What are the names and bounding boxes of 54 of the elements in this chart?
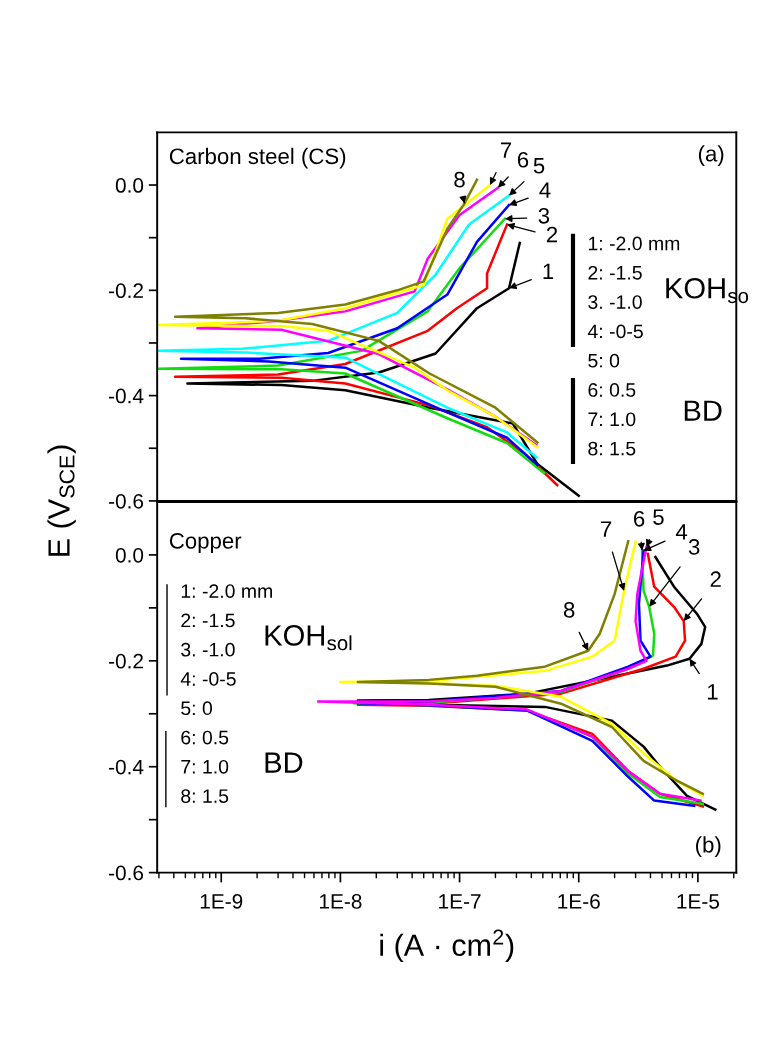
annotation: 1: -2.0 mm xyxy=(181,584,272,598)
annotation: 6: 0.5 xyxy=(588,383,636,397)
annotation: 4 xyxy=(675,524,688,540)
annotation: 5 xyxy=(533,158,545,174)
x-tick-label: 1E-7 xyxy=(439,894,481,909)
annotation: BD xyxy=(265,752,303,773)
annotation: (b) xyxy=(696,836,721,858)
annotation: 7: 1.0 xyxy=(588,412,636,427)
annotation: 8 xyxy=(563,601,575,618)
annotation: 2: -1.5 xyxy=(588,265,642,280)
annotation: 2 xyxy=(546,226,558,243)
annotation: 4: -0-5 xyxy=(587,324,643,339)
annotation: 2 xyxy=(710,571,721,587)
annotation: (a) xyxy=(698,145,724,166)
annotation: 3 xyxy=(538,207,550,224)
annotation: 4: -0-5 xyxy=(180,672,236,686)
annotation: 8: 1.5 xyxy=(181,789,229,803)
annotation: 2: -1.5 xyxy=(181,613,235,628)
annotation: 3 xyxy=(688,539,700,555)
annotation: 5 xyxy=(653,509,664,525)
annotation: KOH$_{sol}$ xyxy=(265,625,352,651)
annotation: 8 xyxy=(454,171,465,188)
y-tick-label: -0.6 xyxy=(109,493,144,509)
x-tick-label: 1E-5 xyxy=(677,894,720,909)
annotation: 7: 1.0 xyxy=(181,759,229,774)
annotation: 6 xyxy=(517,151,529,168)
x-tick-label: 1E-6 xyxy=(558,894,600,909)
y-tick-label: -0.2 xyxy=(109,653,143,669)
y-tick-label: -0.4 xyxy=(109,759,144,775)
y-axis-title: E (V$_{SCE}$) xyxy=(47,445,76,556)
annotation: 5: 0 xyxy=(181,701,213,716)
text: Carbon steel (CS) xyxy=(169,147,346,169)
annotation: 6 xyxy=(634,510,645,527)
annotation: 7 xyxy=(601,521,612,537)
annotation: 1 xyxy=(543,263,554,279)
y-tick-label: -0.4 xyxy=(109,388,144,404)
y-tick-label: -0.6 xyxy=(109,865,144,881)
y-tick-label: -0.2 xyxy=(109,283,143,299)
y-tick-label: 0.0 xyxy=(115,178,144,193)
x-tick-label: 1E-9 xyxy=(200,894,243,909)
annotation: BD xyxy=(684,400,722,421)
annotation: 3. -1.0 xyxy=(181,642,235,657)
annotation: 8: 1.5 xyxy=(588,441,636,456)
annotation: 5: 0 xyxy=(588,353,620,368)
text: Copper xyxy=(169,532,242,554)
annotation: 1: -2.0 mm xyxy=(588,236,680,251)
annotation: 4 xyxy=(539,182,551,198)
x-tick-label: 1E-8 xyxy=(319,894,362,909)
x-axis-title: i (A · cm$^{2}$) xyxy=(380,929,514,963)
annotation: 3. -1.0 xyxy=(588,295,642,309)
annotation: 6: 0.5 xyxy=(181,730,229,745)
annotation: 7 xyxy=(500,142,512,158)
y-tick-label: 0.0 xyxy=(115,547,144,563)
annotation: 1 xyxy=(708,684,718,700)
